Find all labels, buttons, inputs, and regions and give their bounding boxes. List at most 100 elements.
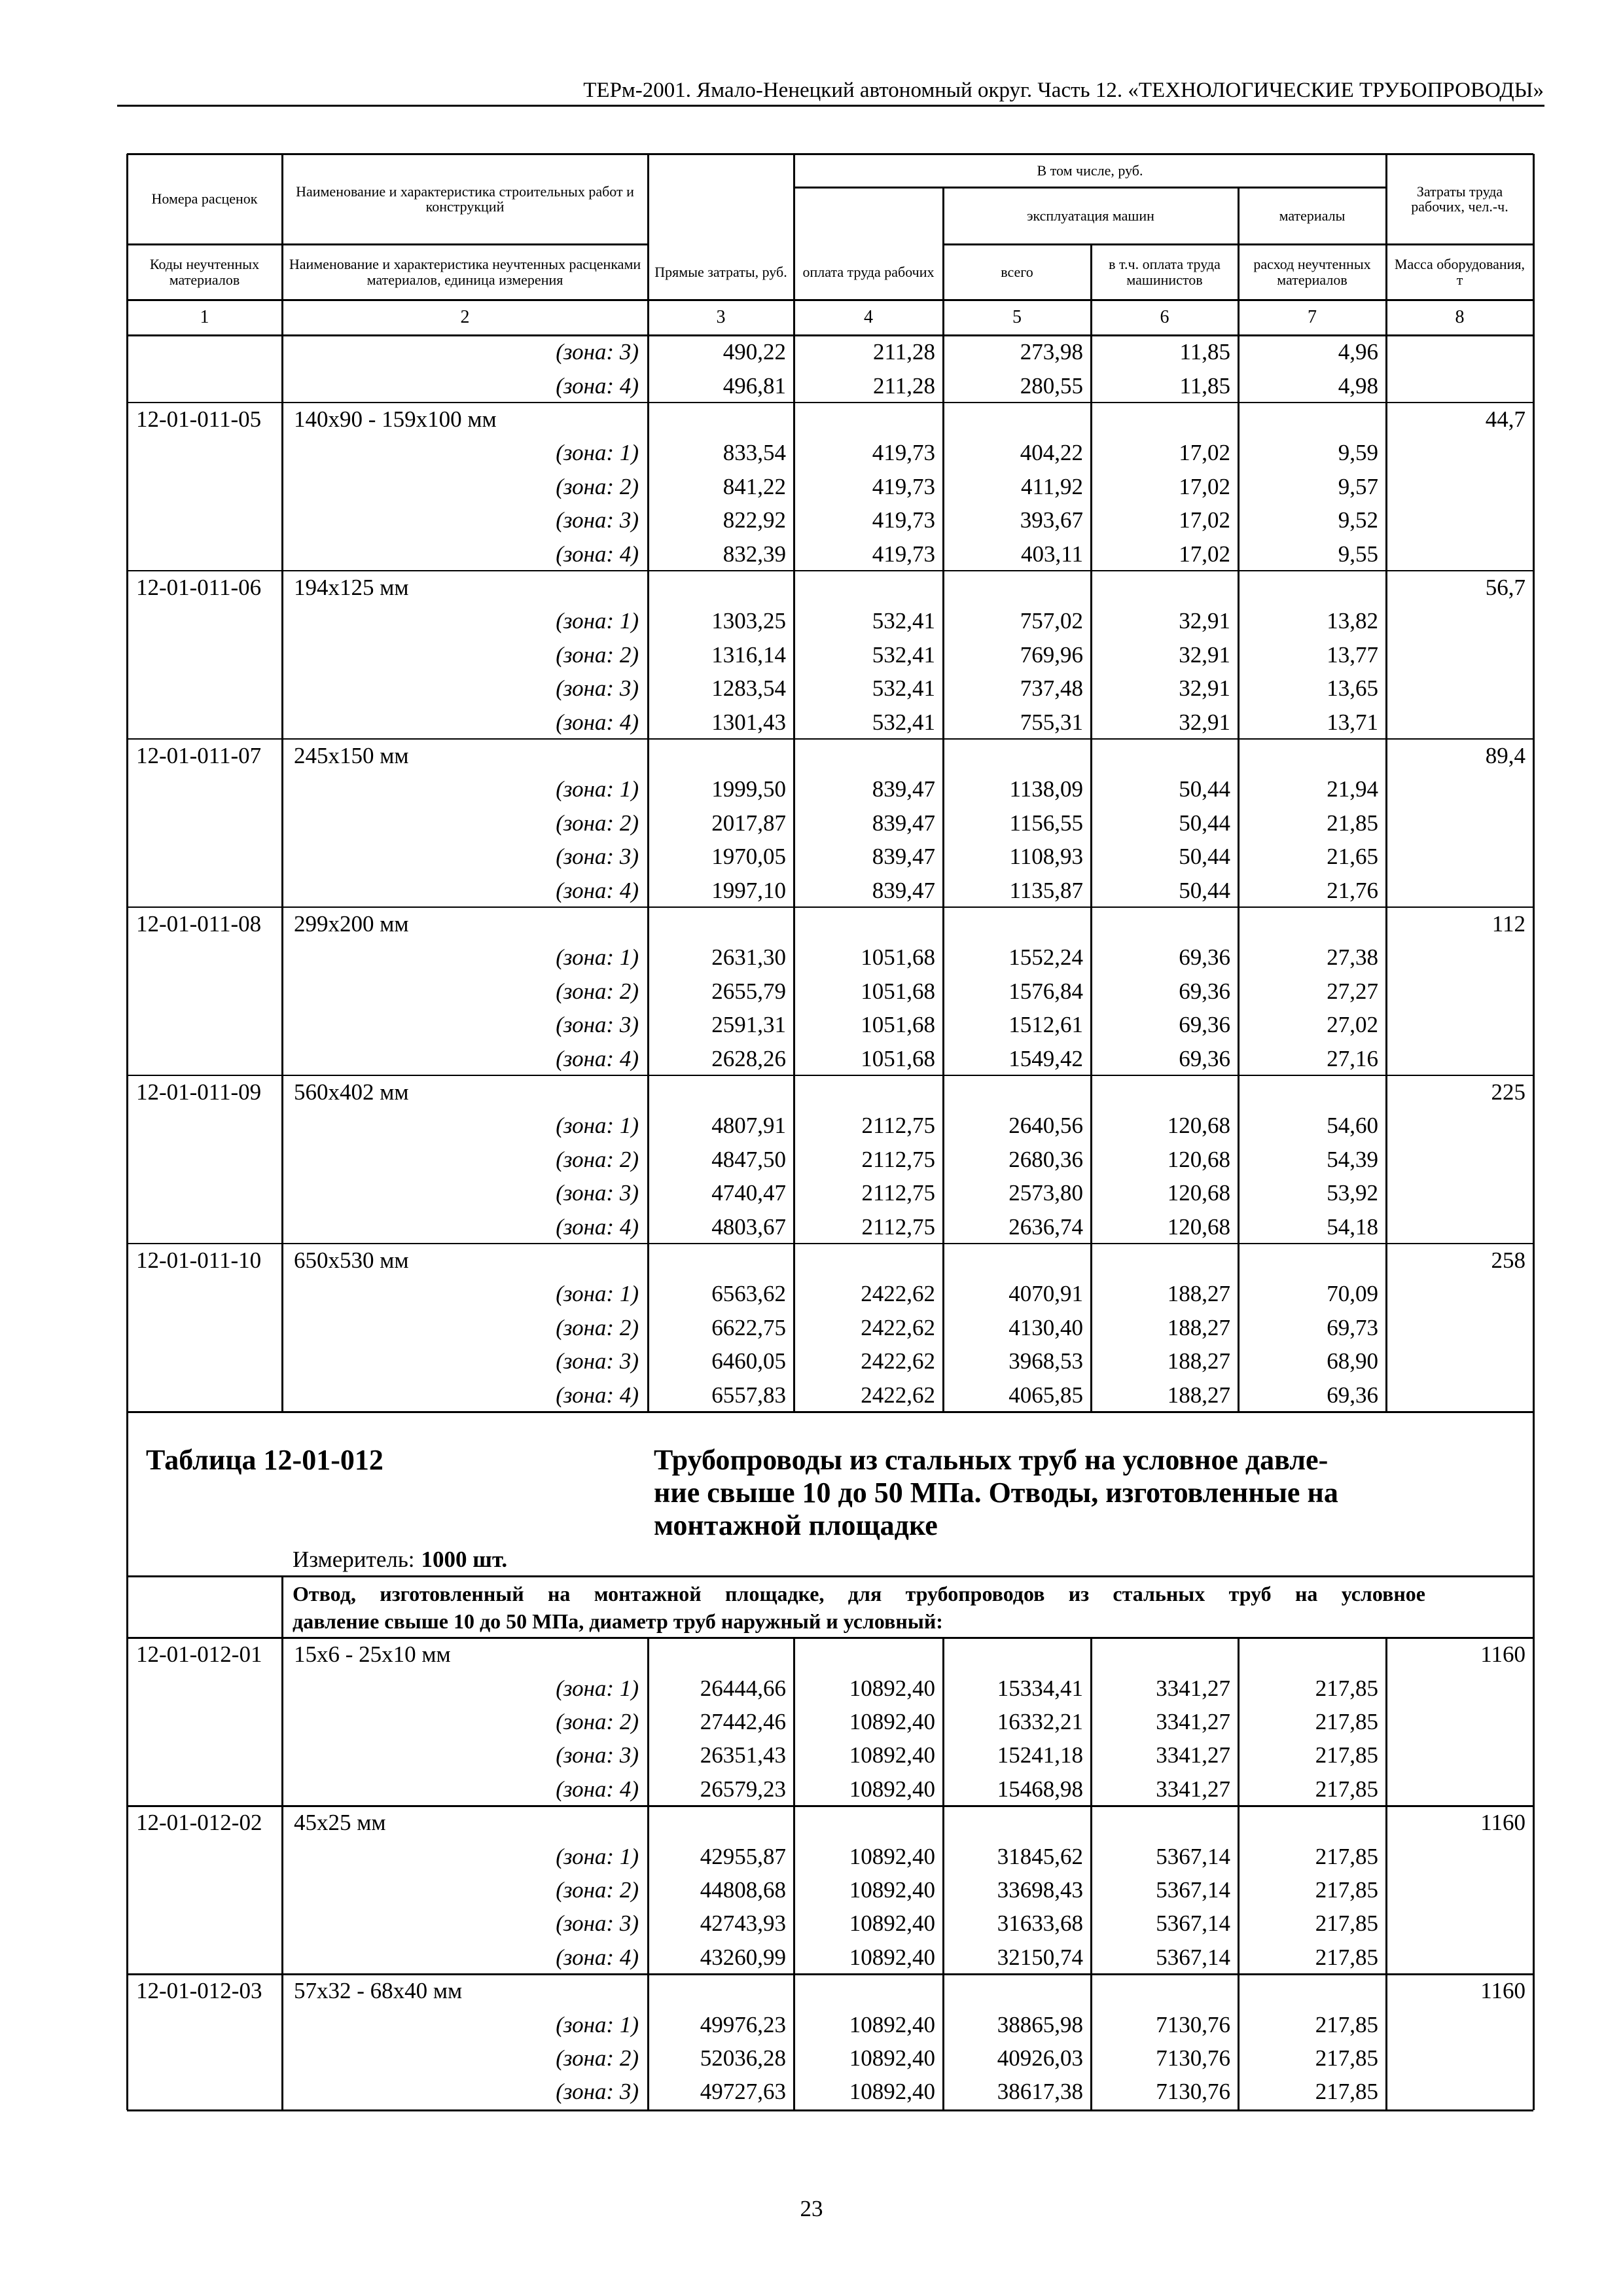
rule [281,1638,283,2110]
cost-value: 1999,50 [711,776,786,802]
zone-label: (зона: 4) [556,541,639,567]
item-name: 245х150 мм [294,742,409,768]
table-description: Отвод, изготовленный на монтажной площад… [293,1582,1425,1605]
cost-value: 26444,66 [700,1675,786,1701]
rate-code: 12-01-011-10 [136,1247,262,1273]
cost-value: 42743,93 [700,1910,786,1937]
column-header: Наименование и характеристика неучтенных… [289,256,641,288]
cost-value: 217,85 [1315,2045,1378,2071]
rate-code: 12-01-011-05 [136,406,262,432]
cost-value: 1576,84 [1008,978,1083,1004]
table-description: давление свыше 10 до 50 МПа, диаметр тру… [293,1609,943,1633]
cost-value: 16332,21 [997,1708,1083,1734]
cost-value: 4130,40 [1008,1314,1083,1340]
cost-value: 1051,68 [861,978,935,1004]
cost-value: 10892,40 [849,2045,935,2071]
zone-label: (зона: 1) [556,1113,639,1139]
column-header: в т.ч. оплата труда машинистов [1109,256,1221,288]
item-name: 140х90 - 159х100 мм [294,406,497,432]
cost-value: 832,39 [722,541,786,567]
unit-label: Измеритель: [293,1546,415,1572]
rule [127,906,1533,908]
cost-value: 40926,03 [997,2045,1083,2071]
cost-value: 1512,61 [1008,1012,1083,1038]
column-header: расход неучтенных материалов [1253,256,1371,288]
labor-cost: 258 [1491,1247,1526,1273]
cost-value: 280,55 [1020,372,1083,399]
cost-value: 2112,75 [861,1146,935,1172]
column-header: оплата труда рабочих [802,263,935,280]
column-header: В том числе, руб. [1037,162,1143,179]
cost-value: 10892,40 [849,1708,935,1734]
zone-label: (зона: 1) [556,1843,639,1869]
cost-value: 1997,10 [711,877,786,903]
cost-value: 1316,14 [711,641,786,668]
unit-value: 1000 шт. [421,1546,508,1572]
zone-label: (зона: 4) [556,1213,639,1240]
cost-value: 1135,87 [1009,877,1083,903]
item-name: 299х200 мм [294,910,409,937]
zone-label: (зона: 1) [556,776,639,802]
cost-value: 32,91 [1179,641,1230,668]
cost-value: 27,16 [1327,1045,1378,1071]
cost-value: 6557,83 [711,1382,786,1408]
cost-value: 1549,42 [1008,1045,1083,1071]
cost-value: 5367,14 [1156,1944,1230,1970]
labor-cost: 89,4 [1485,742,1525,768]
zone-label: (зона: 1) [556,1675,639,1701]
cost-value: 2640,56 [1008,1113,1083,1139]
rule [942,187,944,335]
rule [793,154,795,335]
cost-value: 54,39 [1327,1146,1378,1172]
cost-value: 120,68 [1167,1146,1230,1172]
cost-value: 839,47 [872,844,935,870]
cost-value: 54,60 [1327,1113,1378,1139]
cost-value: 217,85 [1315,1843,1378,1869]
column-header: всего [1001,263,1033,280]
cost-value: 2573,80 [1008,1180,1083,1206]
cost-value: 38865,98 [997,2011,1083,2037]
cost-value: 32150,74 [997,1944,1083,1970]
table-label: Таблица 12-01-012 [146,1444,383,1476]
column-number: 4 [864,307,873,328]
cost-value: 27,27 [1327,978,1378,1004]
zone-label: (зона: 2) [556,978,639,1004]
zone-label: (зона: 1) [556,440,639,466]
cost-value: 217,85 [1315,1675,1378,1701]
zone-label: (зона: 3) [556,1348,639,1374]
cost-value: 4065,85 [1008,1382,1083,1408]
cost-value: 4847,50 [711,1146,786,1172]
cost-value: 120,68 [1167,1213,1230,1240]
column-header: Номера расценок [151,190,258,207]
column-number: 6 [1160,307,1169,328]
cost-value: 10892,40 [849,1876,935,1903]
zone-label: (зона: 2) [556,810,639,836]
cost-value: 404,22 [1020,440,1083,466]
rate-code: 12-01-012-03 [136,1978,262,2004]
table-title: монтажной площадке [654,1509,938,1541]
cost-value: 532,41 [872,641,935,668]
rate-code: 12-01-011-07 [136,742,262,768]
rule [127,2109,1533,2111]
page-number: 23 [800,2195,823,2221]
cost-value: 3341,27 [1156,1675,1230,1701]
cost-value: 69,36 [1179,1045,1230,1071]
cost-value: 13,65 [1327,675,1378,702]
rule [126,154,128,335]
cost-value: 6460,05 [711,1348,786,1374]
item-name: 194х125 мм [294,574,409,600]
rule [126,1638,128,2110]
cost-value: 1138,09 [1009,776,1083,802]
rule [1090,1638,1092,2110]
cost-value: 211,28 [873,372,935,399]
labor-cost: 1160 [1480,1810,1525,1836]
rule [127,738,1533,740]
rule [942,335,944,1412]
cost-value: 69,36 [1327,1382,1378,1408]
cost-value: 217,85 [1315,1742,1378,1768]
cost-value: 21,76 [1327,877,1378,903]
cost-value: 50,44 [1179,810,1230,836]
column-header: Наименование и характеристика строительн… [296,183,634,215]
rule [127,153,1533,155]
cost-value: 2631,30 [711,944,786,971]
